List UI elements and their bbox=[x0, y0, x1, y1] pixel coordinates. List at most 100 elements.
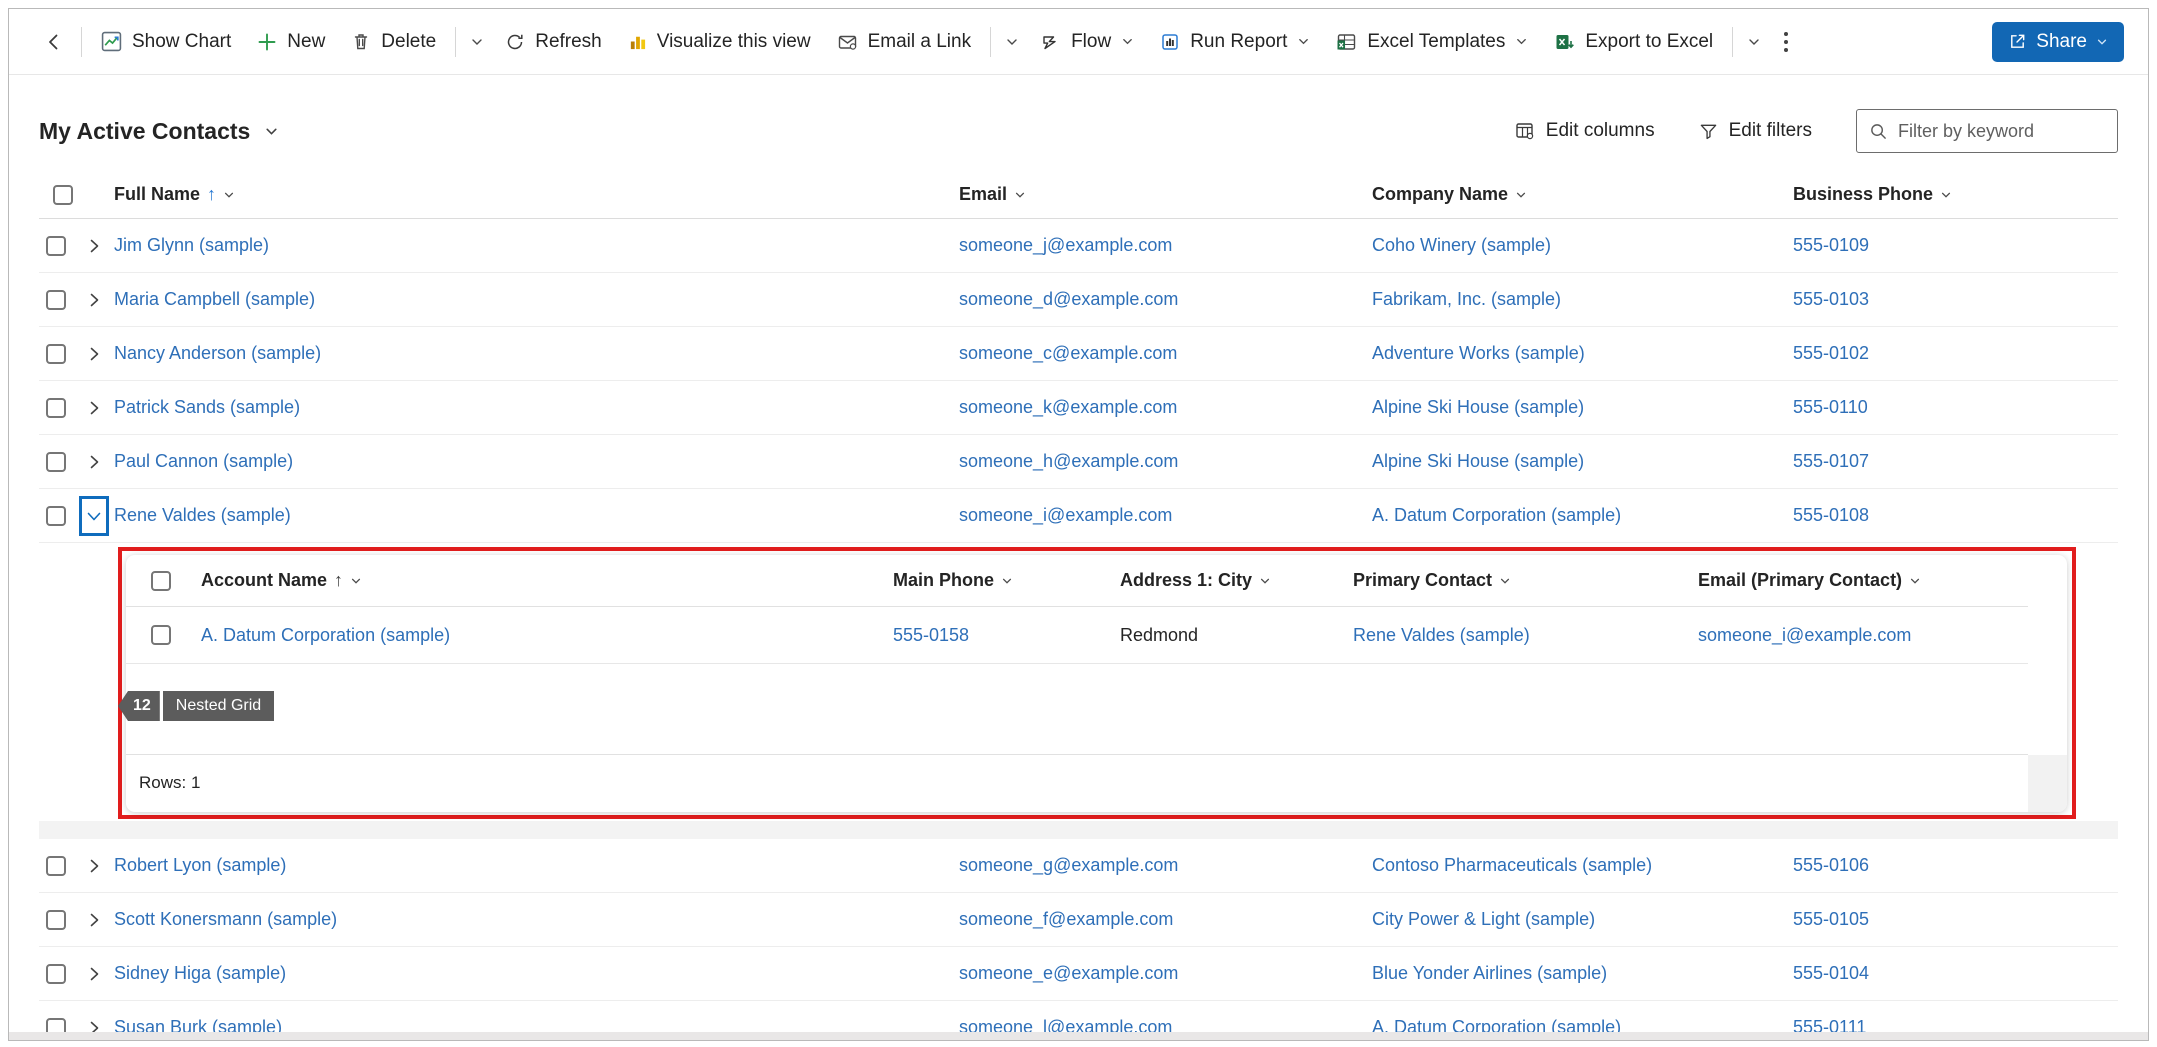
row-checkbox[interactable] bbox=[46, 343, 66, 364]
row-checkbox[interactable] bbox=[46, 855, 66, 876]
row-checkbox[interactable] bbox=[46, 235, 66, 256]
row-expand-button[interactable] bbox=[79, 954, 109, 994]
nested-column-header-primary-contact[interactable]: Primary Contact bbox=[1353, 570, 1698, 591]
table-row: Jim Glynn (sample) someone_j@example.com… bbox=[39, 219, 2118, 273]
row-expand-button[interactable] bbox=[79, 900, 109, 940]
contact-name-link[interactable]: Maria Campbell (sample) bbox=[114, 289, 316, 309]
contact-phone-link[interactable]: 555-0107 bbox=[1793, 451, 1870, 471]
visualize-view-button[interactable]: Visualize this view bbox=[615, 20, 824, 64]
column-header-business-phone[interactable]: Business Phone bbox=[1793, 184, 2118, 205]
contact-email-link[interactable]: someone_d@example.com bbox=[959, 289, 1179, 309]
column-header-email[interactable]: Email bbox=[959, 184, 1372, 205]
row-expand-button[interactable] bbox=[79, 334, 109, 374]
contact-name-link[interactable]: Jim Glynn (sample) bbox=[114, 235, 270, 255]
chevron-right-icon bbox=[86, 966, 102, 982]
nested-column-header-email-primary-contact[interactable]: Email (Primary Contact) bbox=[1698, 570, 2028, 591]
excel-templates-icon bbox=[1336, 32, 1357, 52]
row-expand-button[interactable] bbox=[79, 226, 109, 266]
contact-name-link[interactable]: Nancy Anderson (sample) bbox=[114, 343, 322, 363]
run-report-button[interactable]: Run Report bbox=[1147, 20, 1323, 64]
contact-name-link[interactable]: Patrick Sands (sample) bbox=[114, 397, 301, 417]
row-checkbox[interactable] bbox=[46, 397, 66, 418]
contact-email-link[interactable]: someone_i@example.com bbox=[959, 505, 1173, 525]
contact-email-link[interactable]: someone_j@example.com bbox=[959, 235, 1173, 255]
edit-columns-button[interactable]: Edit columns bbox=[1514, 120, 1655, 142]
contact-email-link[interactable]: someone_c@example.com bbox=[959, 343, 1178, 363]
grid-header-row: Full Name ↑ Email Company Name Business … bbox=[39, 171, 2118, 219]
contact-phone-link[interactable]: 555-0109 bbox=[1793, 235, 1870, 255]
contact-company-link[interactable]: Blue Yonder Airlines (sample) bbox=[1372, 963, 1608, 983]
new-button[interactable]: New bbox=[244, 20, 338, 64]
contact-company-link[interactable]: A. Datum Corporation (sample) bbox=[1372, 505, 1622, 525]
column-header-company-name[interactable]: Company Name bbox=[1372, 184, 1793, 205]
row-checkbox[interactable] bbox=[46, 451, 66, 472]
row-expand-button[interactable] bbox=[79, 495, 109, 536]
contact-phone-link[interactable]: 555-0106 bbox=[1793, 855, 1870, 875]
export-excel-button[interactable]: Export to Excel bbox=[1541, 20, 1726, 64]
excel-templates-button[interactable]: Excel Templates bbox=[1323, 20, 1541, 64]
contact-phone-link[interactable]: 555-0105 bbox=[1793, 909, 1870, 929]
row-expand-button[interactable] bbox=[79, 280, 109, 320]
row-checkbox[interactable] bbox=[46, 505, 66, 526]
search-input[interactable] bbox=[1898, 120, 2105, 142]
email-split-chevron[interactable] bbox=[997, 20, 1027, 64]
select-all-checkbox[interactable] bbox=[53, 184, 73, 205]
contact-company-link[interactable]: City Power & Light (sample) bbox=[1372, 909, 1596, 929]
nested-column-header-main-phone[interactable]: Main Phone bbox=[893, 570, 1120, 591]
nested-primary-contact-link[interactable]: Rene Valdes (sample) bbox=[1353, 624, 1530, 645]
contact-phone-link[interactable]: 555-0102 bbox=[1793, 343, 1870, 363]
contact-company-link[interactable]: Coho Winery (sample) bbox=[1372, 235, 1552, 255]
report-icon bbox=[1160, 32, 1180, 52]
contact-phone-link[interactable]: 555-0104 bbox=[1793, 963, 1870, 983]
nested-select-all-checkbox[interactable] bbox=[151, 570, 171, 591]
email-link-button[interactable]: Email a Link bbox=[824, 20, 985, 64]
row-checkbox[interactable] bbox=[46, 289, 66, 310]
contact-email-link[interactable]: someone_e@example.com bbox=[959, 963, 1179, 983]
edit-filters-label: Edit filters bbox=[1728, 120, 1812, 141]
flow-button[interactable]: Flow bbox=[1027, 20, 1147, 64]
export-excel-label: Export to Excel bbox=[1585, 30, 1714, 52]
row-expand-button[interactable] bbox=[79, 442, 109, 482]
nested-row-checkbox[interactable] bbox=[151, 625, 171, 645]
view-selector[interactable]: My Active Contacts bbox=[39, 118, 279, 145]
nested-column-header-account-name[interactable]: Account Name ↑ bbox=[201, 570, 893, 591]
contact-company-link[interactable]: Alpine Ski House (sample) bbox=[1372, 451, 1585, 471]
contact-company-link[interactable]: Contoso Pharmaceuticals (sample) bbox=[1372, 855, 1653, 875]
contact-name-link[interactable]: Robert Lyon (sample) bbox=[114, 855, 287, 875]
nested-main-phone-link[interactable]: 555-0158 bbox=[893, 624, 970, 645]
show-chart-button[interactable]: Show Chart bbox=[88, 20, 244, 64]
row-checkbox[interactable] bbox=[46, 909, 66, 930]
row-expand-button[interactable] bbox=[79, 1008, 109, 1041]
contact-email-link[interactable]: someone_f@example.com bbox=[959, 909, 1174, 929]
contact-email-link[interactable]: someone_g@example.com bbox=[959, 855, 1179, 875]
contact-email-link[interactable]: someone_k@example.com bbox=[959, 397, 1178, 417]
contact-name-link[interactable]: Rene Valdes (sample) bbox=[114, 505, 291, 525]
export-split-chevron[interactable] bbox=[1739, 20, 1769, 64]
contact-company-link[interactable]: Alpine Ski House (sample) bbox=[1372, 397, 1585, 417]
delete-button[interactable]: Delete bbox=[338, 20, 449, 64]
contact-name-link[interactable]: Scott Konersmann (sample) bbox=[114, 909, 338, 929]
row-expand-button[interactable] bbox=[79, 846, 109, 886]
row-checkbox[interactable] bbox=[46, 963, 66, 984]
row-expand-button[interactable] bbox=[79, 388, 109, 428]
contact-phone-link[interactable]: 555-0110 bbox=[1793, 397, 1868, 417]
nested-grid-footer: Rows: 1 bbox=[126, 754, 2028, 811]
contact-name-link[interactable]: Sidney Higa (sample) bbox=[114, 963, 287, 983]
contact-company-link[interactable]: Fabrikam, Inc. (sample) bbox=[1372, 289, 1562, 309]
contact-email-link[interactable]: someone_h@example.com bbox=[959, 451, 1179, 471]
show-chart-label: Show Chart bbox=[132, 30, 232, 52]
back-button[interactable] bbox=[33, 20, 75, 64]
edit-filters-button[interactable]: Edit filters bbox=[1699, 120, 1812, 142]
contact-phone-link[interactable]: 555-0108 bbox=[1793, 505, 1870, 525]
delete-split-chevron[interactable] bbox=[462, 20, 492, 64]
contact-phone-link[interactable]: 555-0103 bbox=[1793, 289, 1870, 309]
column-header-full-name[interactable]: Full Name ↑ bbox=[114, 184, 959, 205]
nested-email-link[interactable]: someone_i@example.com bbox=[1698, 624, 1912, 645]
contact-company-link[interactable]: Adventure Works (sample) bbox=[1372, 343, 1585, 363]
nested-account-link[interactable]: A. Datum Corporation (sample) bbox=[201, 624, 451, 645]
more-commands-button[interactable] bbox=[1769, 20, 1803, 64]
share-button[interactable]: Share bbox=[1992, 21, 2124, 62]
nested-column-header-address-city[interactable]: Address 1: City bbox=[1120, 570, 1353, 591]
contact-name-link[interactable]: Paul Cannon (sample) bbox=[114, 451, 294, 471]
refresh-button[interactable]: Refresh bbox=[492, 20, 615, 64]
